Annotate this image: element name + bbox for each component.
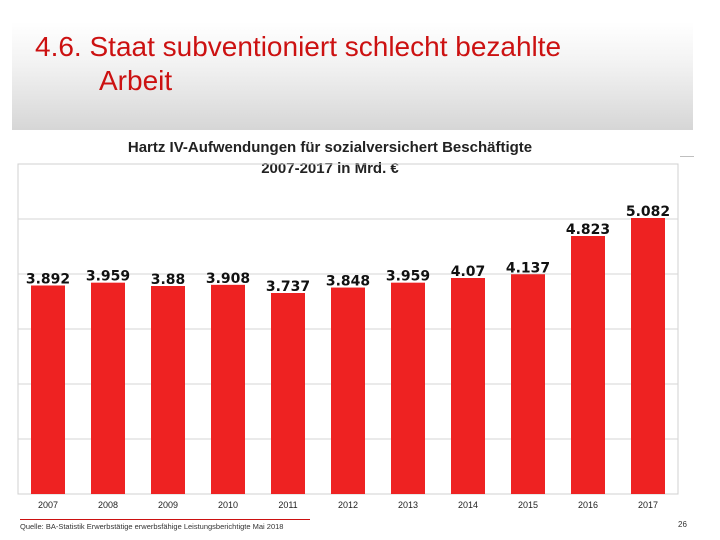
x-tick-label-2013: 2013 [398, 500, 418, 510]
bar-2015 [511, 274, 545, 494]
x-tick-label-2007: 2007 [38, 500, 58, 510]
data-label-2016: 4.823 [566, 222, 610, 238]
x-tick-label-2017: 2017 [638, 500, 658, 510]
bar-2014 [451, 278, 485, 494]
bar-2017 [631, 218, 665, 494]
data-label-2012: 3.848 [326, 274, 370, 290]
data-label-2010: 3.908 [206, 271, 250, 287]
x-tick-label-2015: 2015 [518, 500, 538, 510]
source-note: Quelle: BA-Statistik Erwerbstätige erwer… [20, 519, 310, 531]
data-label-2014: 4.07 [451, 264, 486, 280]
bar-2011 [271, 293, 305, 494]
page-number: 26 [678, 520, 687, 529]
data-label-2008: 3.959 [86, 269, 130, 285]
x-tick-label-2014: 2014 [458, 500, 478, 510]
data-label-2013: 3.959 [386, 269, 430, 285]
bar-2013 [391, 282, 425, 494]
slide-title-line-2: Arbeit [99, 65, 173, 96]
x-tick-label-2008: 2008 [98, 500, 118, 510]
bar-2012 [331, 287, 365, 494]
data-label-2007: 3.892 [26, 271, 70, 287]
bar-2009 [151, 286, 185, 494]
bar-2016 [571, 236, 605, 494]
chart-title: Hartz IV-Aufwendungen für sozialversiche… [127, 139, 533, 156]
decorative-rule [680, 156, 694, 157]
x-tick-label-2011: 2011 [278, 500, 297, 510]
bar-2008 [91, 282, 125, 494]
bar-2010 [211, 284, 245, 494]
slide-title-line-1: 4.6. Staat subventioniert schlecht bezah… [35, 31, 562, 62]
x-tick-label-2010: 2010 [218, 500, 238, 510]
title-banner [12, 22, 693, 130]
slide-title: 4.6. Staat subventioniert schlecht bezah… [35, 30, 675, 98]
data-label-2011: 3.737 [266, 279, 310, 295]
data-label-2009: 3.88 [151, 272, 186, 288]
x-tick-label-2016: 2016 [578, 500, 598, 510]
x-tick-label-2012: 2012 [338, 500, 358, 510]
x-tick-label-2009: 2009 [158, 500, 178, 510]
data-label-2017: 5.082 [626, 204, 670, 220]
bar-2007 [31, 285, 65, 494]
data-label-2015: 4.137 [506, 260, 550, 276]
